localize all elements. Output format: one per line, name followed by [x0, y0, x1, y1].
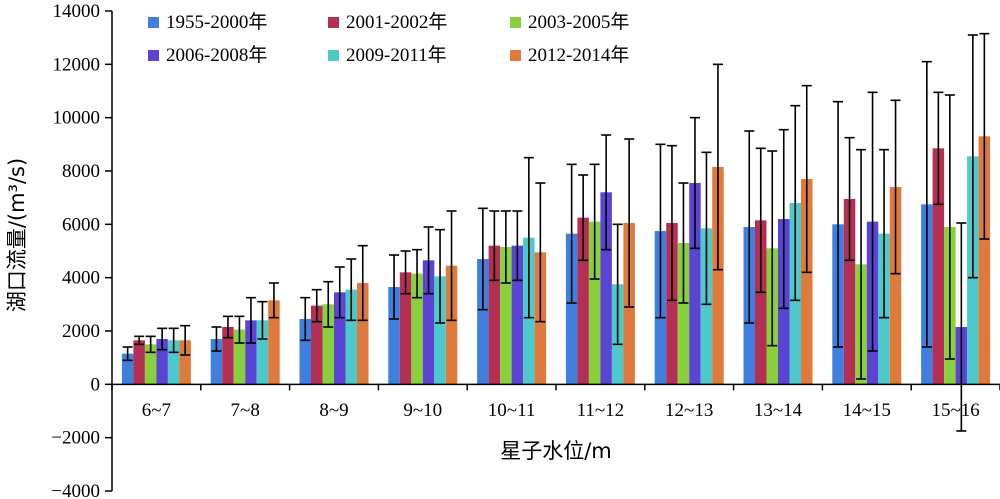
bar — [843, 199, 856, 385]
bar — [222, 327, 234, 385]
y-tick-label: 14000 — [53, 1, 101, 22]
bar — [268, 300, 280, 385]
bar — [666, 223, 678, 385]
bar — [299, 319, 311, 385]
bar — [434, 276, 446, 385]
bar — [210, 339, 223, 385]
y-tick-label: −2000 — [51, 428, 100, 449]
legend: 1955-2000年 2001-2002年 2003-2005年 2006-2008年… — [148, 11, 629, 66]
x-tick-labels: 6~7 7~8 8~9 9~10 10~11 11~12 12~13 13~14 14~15 15… — [111, 384, 1000, 421]
legend-swatch — [328, 17, 339, 28]
bar — [677, 243, 690, 385]
bar — [322, 304, 334, 385]
y-tick-label: 2000 — [62, 321, 100, 342]
bar — [121, 353, 134, 385]
x-axis-title: 星子水位/m — [500, 439, 612, 463]
bar — [689, 183, 701, 385]
x-tick-label: 11~12 — [577, 400, 625, 421]
y-tick-label: 0 — [91, 374, 101, 395]
bar — [477, 259, 489, 385]
bar — [755, 220, 767, 385]
bar — [801, 179, 813, 385]
bar — [588, 221, 601, 385]
bar — [399, 272, 412, 385]
bar — [245, 320, 257, 385]
x-tick-label: 12~13 — [665, 400, 713, 421]
bar — [311, 305, 323, 385]
x-tick-label: 14~15 — [843, 400, 891, 421]
legend-label: 2003-2005年 — [528, 11, 629, 33]
bar — [422, 260, 435, 385]
y-tick-labels: −4000 −2000 0 2000 4000 6000 8000 10000 12000 140… — [51, 1, 112, 499]
y-tick-label: 8000 — [62, 161, 100, 182]
bar — [256, 320, 269, 385]
legend-label: 2006-2008年 — [166, 44, 267, 66]
bar — [565, 233, 578, 385]
legend-swatch — [148, 17, 159, 28]
bar — [932, 148, 945, 385]
bar — [357, 283, 369, 385]
x-tick-label: 13~14 — [754, 400, 803, 421]
x-tick-label: 8~9 — [319, 400, 348, 421]
bar — [133, 340, 145, 385]
bar — [144, 344, 157, 385]
x-tick-label: 10~11 — [488, 400, 536, 421]
bar — [511, 245, 524, 385]
bar — [167, 340, 180, 385]
bar — [500, 247, 512, 385]
bar — [488, 245, 501, 385]
bar — [388, 287, 400, 385]
legend-swatch — [148, 50, 159, 61]
bar — [334, 292, 346, 385]
bar — [978, 136, 991, 385]
y-tick-label: 6000 — [62, 214, 100, 235]
error-bars-layer — [122, 32, 990, 432]
y-tick-label: 12000 — [53, 54, 101, 75]
bar — [577, 217, 589, 385]
y-axis-title: 湖口流量/(m³/s) — [5, 158, 29, 312]
x-tick-label: 15~16 — [931, 400, 979, 421]
y-tick-label: 10000 — [53, 108, 101, 129]
x-tick-label: 6~7 — [142, 400, 171, 421]
legend-swatch — [510, 17, 521, 28]
bar — [179, 340, 191, 385]
bar — [156, 339, 168, 385]
x-tick-label: 9~10 — [403, 400, 442, 421]
legend-label: 2009-2011年 — [346, 44, 447, 66]
y-tick-label: −4000 — [51, 481, 100, 499]
bar — [411, 273, 423, 385]
legend-label: 2012-2014年 — [528, 44, 629, 66]
legend-label: 1955-2000年 — [166, 11, 267, 33]
bars-layer — [121, 136, 991, 385]
bar — [889, 187, 902, 385]
y-tick-label: 4000 — [62, 268, 100, 289]
bar — [233, 329, 246, 385]
bar — [712, 167, 724, 385]
legend-swatch — [510, 50, 521, 61]
bar — [345, 289, 357, 385]
bar — [700, 228, 713, 385]
x-tick-label: 7~8 — [231, 400, 260, 421]
legend-swatch — [328, 50, 339, 61]
legend-label: 2001-2002年 — [346, 11, 447, 33]
bar — [600, 192, 612, 385]
bar — [445, 265, 458, 385]
